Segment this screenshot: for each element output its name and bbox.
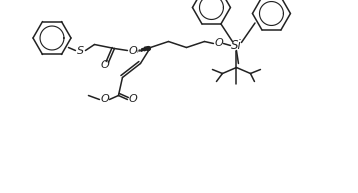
Text: O: O — [128, 95, 137, 104]
Text: O: O — [128, 46, 137, 56]
Text: O: O — [214, 38, 223, 48]
Text: O: O — [100, 60, 109, 70]
Text: O: O — [100, 95, 109, 104]
Text: Si: Si — [231, 39, 242, 52]
Text: S: S — [77, 46, 84, 56]
